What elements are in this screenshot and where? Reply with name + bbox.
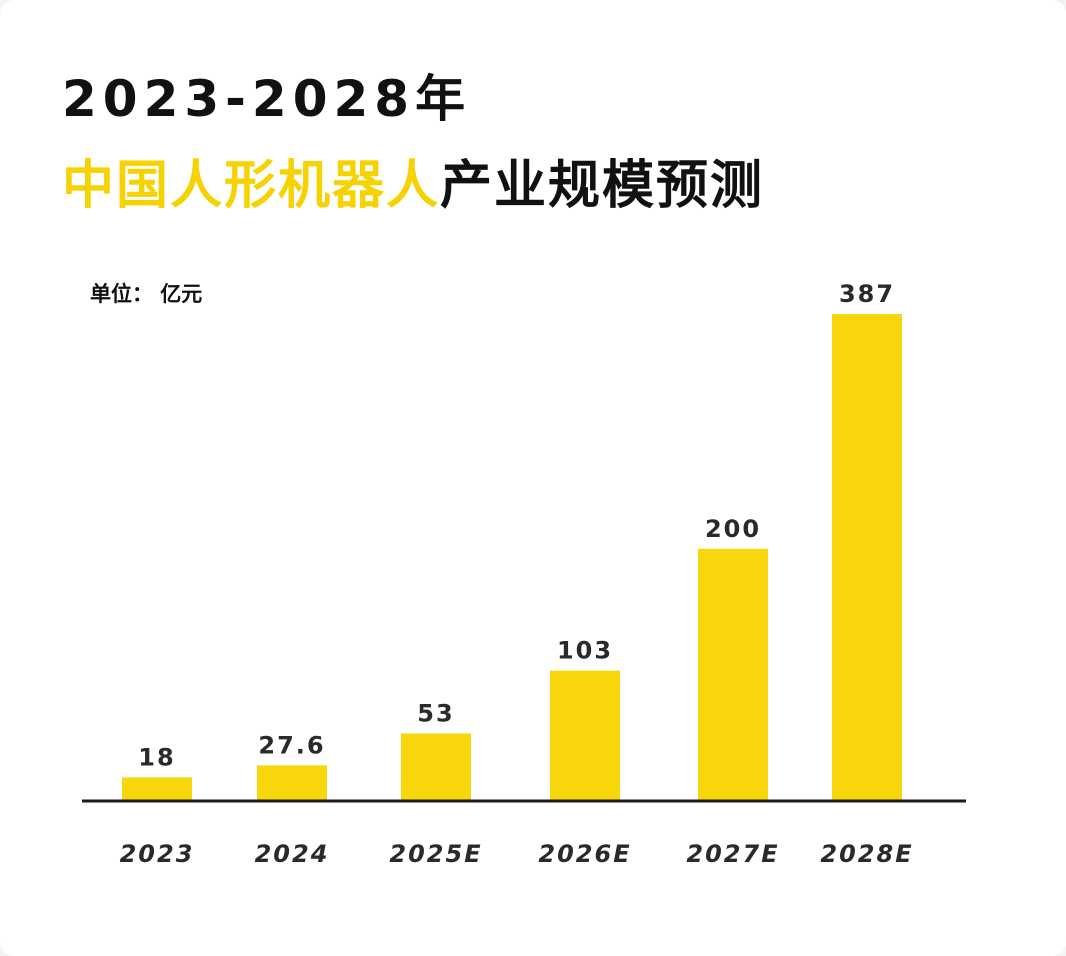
bar-2028E — [832, 314, 902, 800]
bar-2023 — [122, 777, 192, 800]
bar-2024 — [257, 765, 327, 800]
value-label-2026E: 103 — [557, 637, 613, 665]
x-tick-label-2026E: 2026E — [538, 840, 631, 868]
value-label-2024: 27.6 — [258, 731, 325, 759]
x-tick-label-2023: 2023 — [120, 840, 195, 868]
value-label-2028E: 387 — [839, 280, 895, 308]
chart-title-rest: 产业规模预测 — [440, 156, 765, 216]
bar-2027E — [698, 548, 768, 800]
bar-2025E — [401, 733, 471, 800]
value-label-2023: 18 — [138, 743, 175, 771]
unit-label: 单位： 亿元 — [90, 282, 203, 306]
value-label-2027E: 200 — [705, 515, 761, 543]
x-tick-label-2027E: 2027E — [686, 840, 779, 868]
x-tick-label-2028E: 2028E — [820, 840, 913, 868]
chart-title-years: 2023-2028年 — [62, 70, 472, 128]
bar-2026E — [550, 670, 620, 800]
value-label-2025E: 53 — [417, 699, 454, 727]
x-tick-label-2025E: 2025E — [389, 840, 482, 868]
x-tick-label-2024: 2024 — [255, 840, 330, 868]
chart-title-subject: 中国人形机器人产业规模预测 — [62, 160, 764, 212]
chart-title-highlight: 中国人形机器人 — [62, 156, 441, 216]
